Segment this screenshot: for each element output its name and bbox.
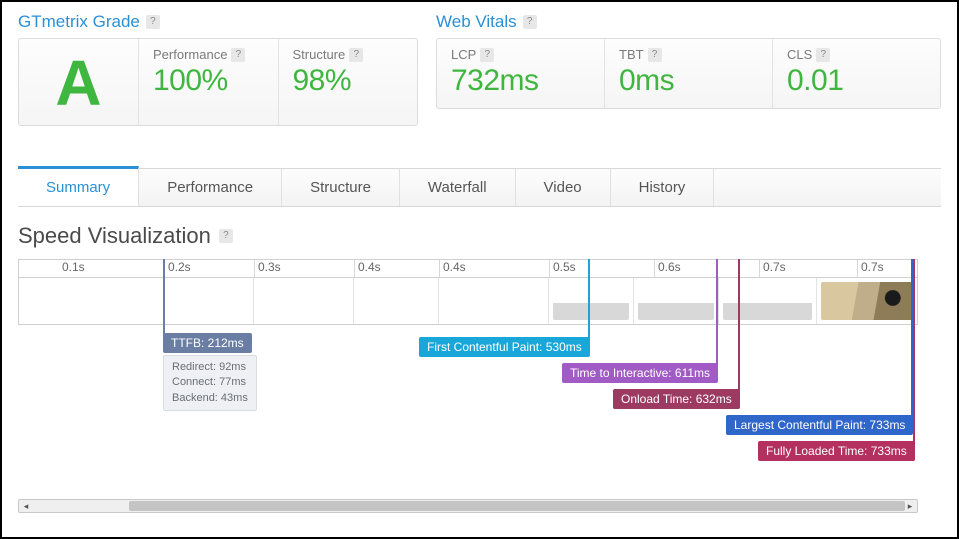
- performance-value: 100%: [153, 64, 264, 98]
- time-tick: 0.7s: [759, 260, 786, 277]
- time-tick: 0.3s: [254, 260, 281, 277]
- help-icon[interactable]: ?: [816, 48, 830, 62]
- tab-performance[interactable]: Performance: [139, 169, 282, 206]
- event-badge: Fully Loaded Time: 733ms: [758, 441, 915, 461]
- filmstrip-frame: [817, 278, 917, 324]
- report-tabs: SummaryPerformanceStructureWaterfallVide…: [18, 168, 941, 207]
- time-tick: 0.4s: [354, 260, 381, 277]
- filmstrip-frame: [254, 278, 354, 324]
- structure-value: 98%: [293, 64, 404, 98]
- lcp-label: LCP: [451, 47, 476, 62]
- scroll-thumb[interactable]: [129, 501, 905, 511]
- web-vitals-section: Web Vitals ? LCP ? 732ms TBT ? 0ms: [436, 12, 941, 126]
- performance-label: Performance: [153, 47, 227, 62]
- tab-history[interactable]: History: [611, 169, 715, 206]
- event-line: [913, 259, 915, 451]
- filmstrip-frame: [439, 278, 549, 324]
- horizontal-scrollbar[interactable]: ◂ ▸: [18, 499, 918, 513]
- grade-title: GTmetrix Grade: [18, 12, 140, 32]
- help-icon[interactable]: ?: [523, 15, 537, 29]
- ttfb-detail-line: Redirect: 92ms: [172, 360, 248, 375]
- tab-structure[interactable]: Structure: [282, 169, 400, 206]
- filmstrip-frame: [719, 278, 817, 324]
- vitals-card: LCP ? 732ms TBT ? 0ms CLS ?: [436, 38, 941, 109]
- gtmetrix-grade-section: GTmetrix Grade ? A Performance ? 100% St…: [18, 12, 418, 126]
- ttfb-detail-line: Backend: 43ms: [172, 391, 248, 406]
- filmstrip-frame: [634, 278, 719, 324]
- timeline-markers: TTFB: 212msRedirect: 92msConnect: 77msBa…: [18, 325, 918, 495]
- vitals-title: Web Vitals: [436, 12, 517, 32]
- time-tick: 0.7s: [857, 260, 884, 277]
- tab-video[interactable]: Video: [516, 169, 611, 206]
- ttfb-detail: Redirect: 92msConnect: 77msBackend: 43ms: [163, 355, 257, 411]
- event-badge: Largest Contentful Paint: 733ms: [726, 415, 913, 435]
- time-tick: 0.5s: [549, 260, 576, 277]
- ttfb-line: [163, 259, 165, 343]
- ttfb-detail-line: Connect: 77ms: [172, 375, 248, 390]
- tbt-label: TBT: [619, 47, 644, 62]
- help-icon[interactable]: ?: [349, 48, 363, 62]
- scroll-right-arrow-icon[interactable]: ▸: [903, 500, 917, 512]
- time-axis: 0.1s 0.2s 0.3s 0.4s 0.4s 0.5s 0.6s 0.7s 0.7s: [18, 259, 918, 277]
- event-badge: First Contentful Paint: 530ms: [419, 337, 590, 357]
- cls-label: CLS: [787, 47, 812, 62]
- help-icon[interactable]: ?: [231, 48, 245, 62]
- help-icon[interactable]: ?: [219, 229, 233, 243]
- tab-waterfall[interactable]: Waterfall: [400, 169, 516, 206]
- filmstrip-frame: [164, 278, 254, 324]
- time-tick: 0.2s: [164, 260, 191, 277]
- filmstrip-frame: [354, 278, 439, 324]
- time-tick: 0.1s: [59, 260, 85, 277]
- event-line: [588, 259, 590, 347]
- grade-card: A Performance ? 100% Structure ? 98%: [18, 38, 418, 126]
- filmstrip: [18, 277, 918, 325]
- filmstrip-frame: [549, 278, 634, 324]
- event-line: [716, 259, 718, 373]
- time-tick: 0.6s: [654, 260, 681, 277]
- event-line: [738, 259, 740, 399]
- help-icon[interactable]: ?: [146, 15, 160, 29]
- event-badge: Time to Interactive: 611ms: [562, 363, 718, 383]
- event-badge: Onload Time: 632ms: [613, 389, 740, 409]
- time-tick: 0.4s: [439, 260, 466, 277]
- tab-summary[interactable]: Summary: [18, 166, 139, 206]
- tbt-value: 0ms: [619, 64, 758, 98]
- ttfb-badge: TTFB: 212ms: [163, 333, 252, 353]
- speed-viz-title: Speed Visualization: [18, 223, 211, 249]
- scroll-left-arrow-icon[interactable]: ◂: [19, 500, 33, 512]
- help-icon[interactable]: ?: [480, 48, 494, 62]
- lcp-value: 732ms: [451, 64, 590, 98]
- help-icon[interactable]: ?: [648, 48, 662, 62]
- filmstrip-frame: [19, 278, 164, 324]
- cls-value: 0.01: [787, 64, 926, 98]
- grade-letter: A: [33, 47, 124, 115]
- structure-label: Structure: [293, 47, 346, 62]
